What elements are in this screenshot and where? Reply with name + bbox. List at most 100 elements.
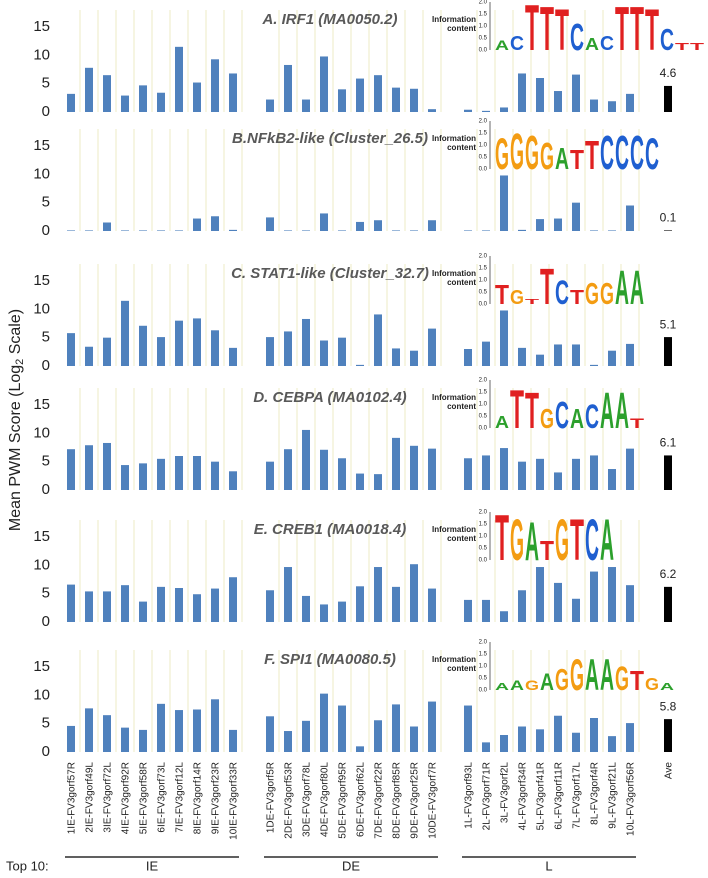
- bar: [626, 723, 634, 752]
- logo-letter: T: [525, 383, 539, 440]
- bar: [103, 591, 111, 622]
- group-prefix: Top 10:: [6, 858, 49, 873]
- logo-letter-group: C: [585, 397, 599, 435]
- logo-axis-label: content: [447, 534, 476, 543]
- bar: [500, 107, 508, 112]
- bar: [590, 718, 598, 752]
- bar: [518, 229, 526, 231]
- logo-letter: C: [585, 397, 599, 435]
- bar: [175, 588, 183, 622]
- logo-axis-label: Information: [432, 525, 476, 534]
- bar: [572, 732, 580, 752]
- group-label: L: [545, 858, 552, 873]
- x-tick-label: 8DE-FV3gorf85R: [392, 762, 403, 839]
- logo-tick-label: 0.0: [479, 688, 488, 694]
- logo-letter: C: [510, 33, 524, 55]
- bar: [229, 347, 237, 366]
- bar: [302, 595, 310, 622]
- logo-letter-group: T: [495, 280, 509, 311]
- bar: [157, 230, 165, 231]
- logo-letter: C: [570, 18, 584, 59]
- panel-title: A. IRF1 (MA0050.2): [261, 11, 397, 28]
- bar: [229, 229, 237, 231]
- bar: [590, 364, 598, 366]
- x-tick-label: 10IE-FV3gorf33R: [229, 762, 240, 840]
- bar: [121, 585, 129, 622]
- logo-tick-label: 1.0: [479, 664, 488, 670]
- logo-letter-group: T: [570, 287, 585, 309]
- ave-bar: [664, 586, 672, 622]
- bar: [464, 705, 472, 752]
- logo-letter: A: [615, 261, 629, 315]
- y-tick-label: 5: [42, 585, 50, 602]
- logo-tick-label: 0.5: [479, 546, 488, 552]
- bar: [266, 461, 274, 490]
- logo-letter-group: T: [525, 298, 539, 306]
- bar: [410, 230, 418, 231]
- bar: [338, 601, 346, 622]
- logo-letter-group: A: [585, 34, 599, 53]
- bar: [175, 320, 183, 366]
- logo-axis-label: content: [447, 24, 476, 33]
- logo-letter: T: [525, 0, 539, 65]
- bar: [572, 344, 580, 366]
- logo-letter-group: G: [525, 126, 539, 180]
- logo-tick-label: 1.5: [479, 266, 488, 272]
- logo-letter-group: A: [555, 141, 569, 177]
- ave-label: 4.6: [660, 66, 677, 80]
- logo-letter: G: [510, 124, 524, 181]
- logo-letter-group: C: [630, 126, 644, 180]
- logo-letter-group: C: [600, 126, 614, 180]
- logo-letter: A: [585, 651, 599, 700]
- logo-letter: T: [690, 42, 704, 53]
- bar: [85, 67, 93, 112]
- bar: [572, 598, 580, 622]
- y-tick-label: 15: [33, 658, 50, 675]
- logo-tick-label: 1.5: [479, 12, 488, 18]
- bar: [211, 216, 219, 231]
- x-tick-label: 9L-FV3gorf21L: [608, 762, 619, 829]
- logo-letter-group: G: [510, 287, 524, 309]
- y-tick-label: 15: [33, 396, 50, 413]
- logo-letter: G: [495, 130, 509, 179]
- bar: [139, 463, 147, 490]
- y-label-sub: 2: [14, 359, 26, 365]
- logo-letter-group: G: [600, 276, 614, 312]
- bar: [229, 729, 237, 752]
- logo-letter: T: [495, 502, 509, 575]
- x-tick-label: 4L-FV3gorf34R: [518, 762, 529, 830]
- bar: [428, 448, 436, 490]
- bar: [554, 715, 562, 752]
- bar: [572, 202, 580, 231]
- ave-bar: [664, 337, 672, 366]
- bar: [320, 604, 328, 622]
- logo-letter-group: T: [570, 145, 584, 176]
- bar: [266, 99, 274, 112]
- logo-letter: T: [570, 145, 584, 176]
- bar: [266, 590, 274, 622]
- bar: [392, 230, 400, 231]
- logo-letter: A: [495, 412, 509, 431]
- bar: [410, 350, 418, 366]
- logo-letter: C: [555, 396, 569, 437]
- logo-tick-label: 0.0: [479, 558, 488, 564]
- logo-tick-label: 0.0: [479, 167, 488, 173]
- logo-letter: T: [645, 0, 659, 63]
- logo-letter-group: A: [525, 511, 539, 572]
- x-tick-label: 3IE-FV3gorf72L: [103, 762, 114, 833]
- logo-letter: T: [675, 42, 689, 53]
- group-label: IE: [146, 858, 159, 873]
- panel-title: E. CREB1 (MA0018.4): [254, 521, 407, 538]
- bar: [608, 469, 616, 490]
- bar: [626, 585, 634, 622]
- y-tick-label: 10: [33, 686, 50, 703]
- y-tick-label: 5: [42, 329, 50, 346]
- bar: [85, 346, 93, 366]
- bar: [157, 337, 165, 366]
- bar: [392, 704, 400, 752]
- y-tick-label: 10: [33, 556, 50, 573]
- bar: [554, 472, 562, 490]
- bar: [410, 445, 418, 490]
- bar: [175, 456, 183, 490]
- bar: [229, 577, 237, 622]
